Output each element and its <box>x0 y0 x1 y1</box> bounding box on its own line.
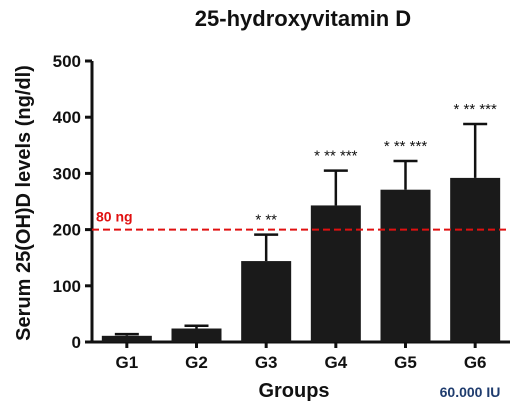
chart-title: 25-hydroxyvitamin D <box>195 6 411 31</box>
x-tick-label: G2 <box>185 353 208 372</box>
y-tick-label: 300 <box>53 164 81 183</box>
x-tick-label: G4 <box>324 353 347 372</box>
significance-label: * ** *** <box>384 138 428 155</box>
significance-label: * ** *** <box>453 101 497 118</box>
x-tick-label: G6 <box>464 353 487 372</box>
y-tick-label: 500 <box>53 52 81 71</box>
bar-g1 <box>101 335 152 342</box>
bar-g2 <box>171 328 222 342</box>
reference-line-label: 80 ng <box>96 209 133 225</box>
x-tick-label: G1 <box>115 353 138 372</box>
x-tick-label: G5 <box>394 353 417 372</box>
plot-area: 0 100 200 300 400 500 G1 G2 G3 * ** G4 * ** *** G5 * … <box>53 52 510 372</box>
y-tick-label: 100 <box>53 277 81 296</box>
bar-g3 <box>241 261 292 342</box>
bar-g4 <box>310 205 361 342</box>
footnote-dose: 60.000 IU <box>440 384 501 400</box>
bar-g6 <box>450 177 501 342</box>
x-axis-label: Groups <box>258 380 329 402</box>
y-tick-label: 0 <box>72 333 81 352</box>
significance-label: * ** *** <box>314 148 358 165</box>
y-axis-label: Serum 25(OH)D levels (ng/dl) <box>13 65 35 341</box>
x-tick-label: G3 <box>255 353 278 372</box>
y-tick-label: 200 <box>53 221 81 240</box>
y-tick-label: 400 <box>53 108 81 127</box>
bar-g5 <box>380 189 431 342</box>
significance-label: * ** <box>255 212 277 229</box>
